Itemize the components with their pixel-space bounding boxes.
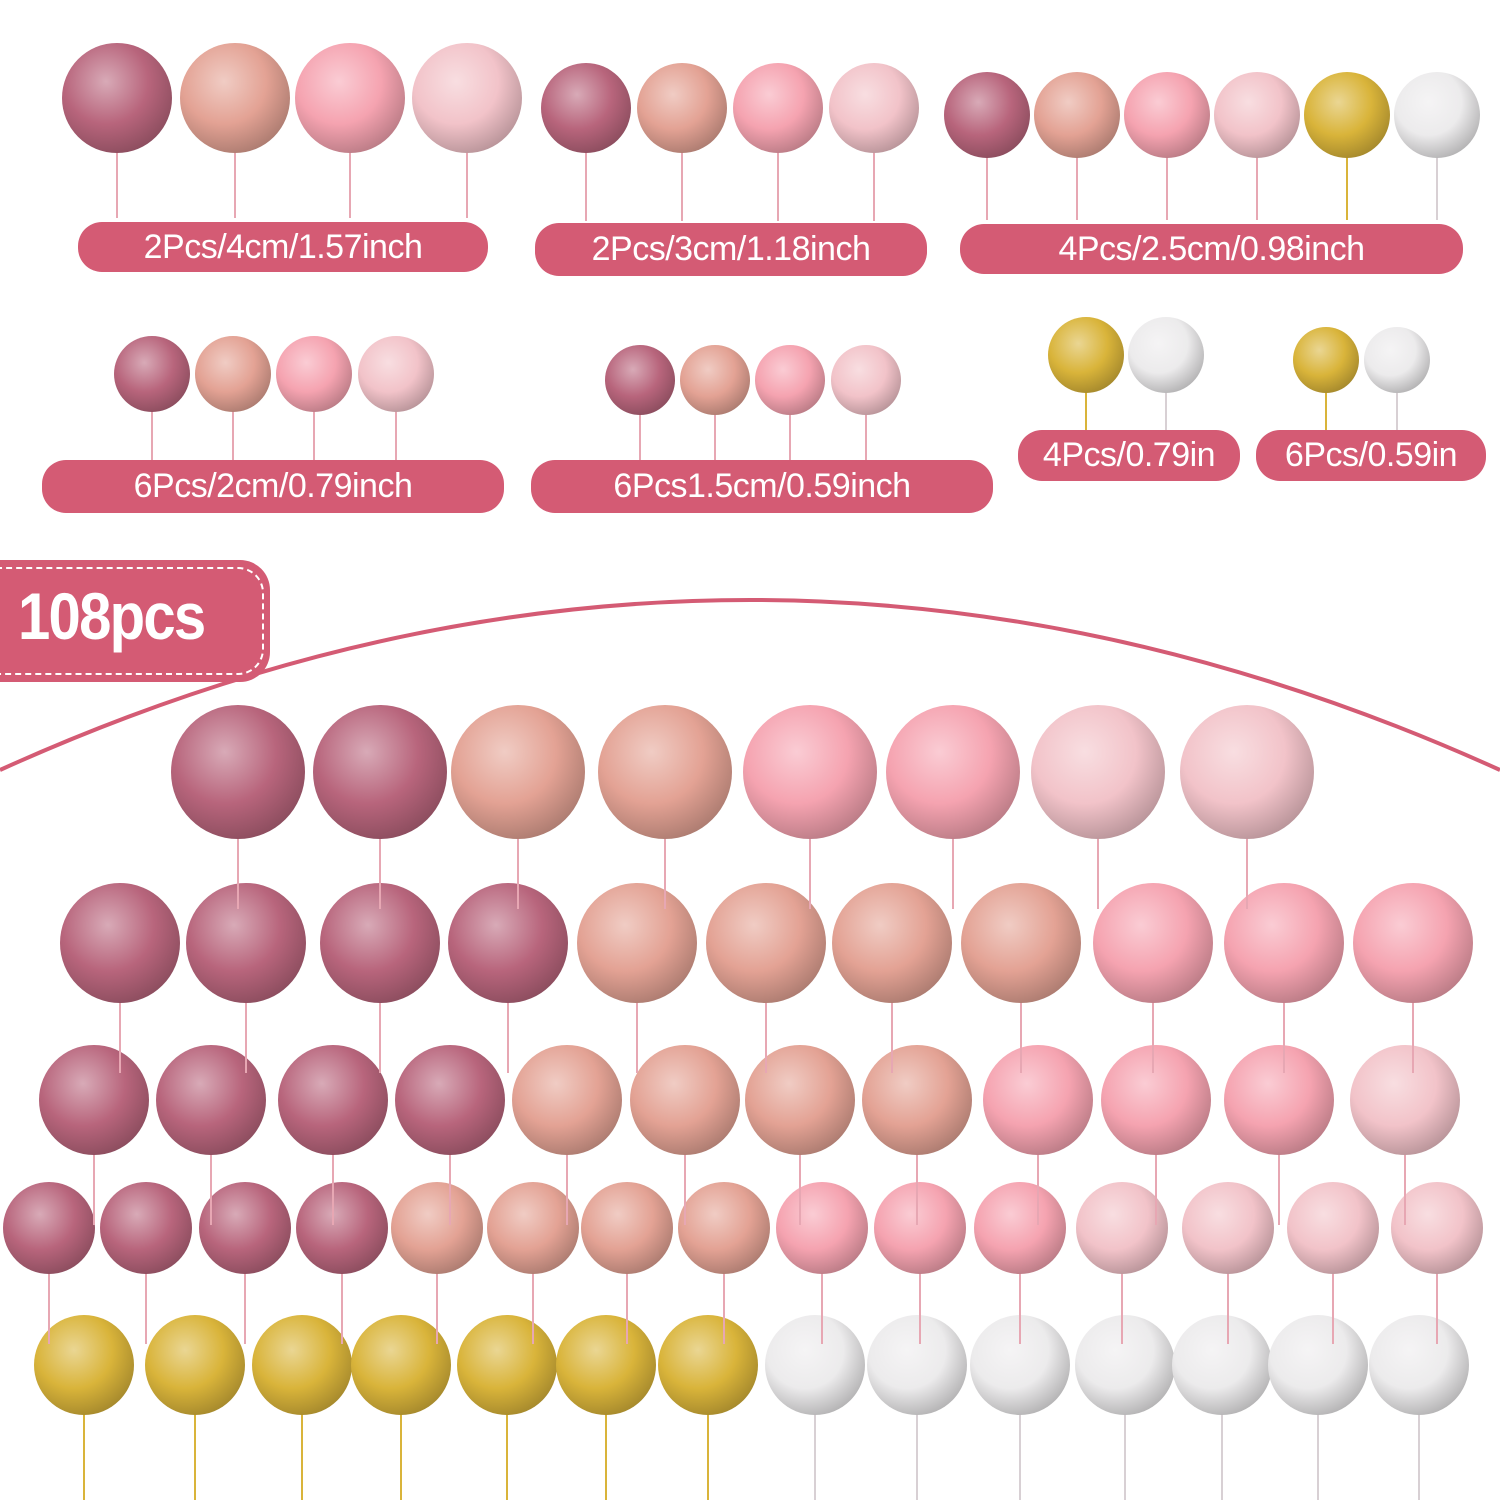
glitter-ball: [448, 883, 568, 1003]
glitter-ball: [199, 1182, 291, 1274]
matte-ball: [776, 1182, 868, 1274]
glitter-ball: [278, 1045, 388, 1155]
pearl-ball: [581, 1182, 673, 1274]
matte-ball: [886, 705, 1020, 839]
count-badge-text: 108pcs: [18, 579, 206, 653]
glitter-ball: [186, 883, 306, 1003]
silver-ball: [1369, 1315, 1469, 1415]
count-badge: 108pcs: [0, 560, 270, 682]
silver-ball: [765, 1315, 865, 1415]
gold-ball: [252, 1315, 352, 1415]
size-label-4: 6Pcs/2cm/0.79inch: [42, 460, 504, 513]
gold-ball: [1304, 72, 1390, 158]
light-ball: [829, 63, 919, 153]
pearl-ball: [637, 63, 727, 153]
matte-ball: [1093, 883, 1213, 1003]
silver-ball: [867, 1315, 967, 1415]
pearl-ball: [678, 1182, 770, 1274]
light-ball: [1391, 1182, 1483, 1274]
light-ball: [358, 336, 434, 412]
pearl-ball: [577, 883, 697, 1003]
pearl-ball: [1034, 72, 1120, 158]
glitter-ball: [541, 63, 631, 153]
size-label-2: 2Pcs/3cm/1.18inch: [535, 223, 927, 276]
glitter-ball: [100, 1182, 192, 1274]
pearl-ball: [706, 883, 826, 1003]
silver-ball: [1075, 1315, 1175, 1415]
light-ball: [1350, 1045, 1460, 1155]
size-label-7: 6Pcs/0.59in: [1256, 430, 1486, 481]
matte-ball: [974, 1182, 1066, 1274]
light-ball: [1182, 1182, 1274, 1274]
gold-ball: [457, 1315, 557, 1415]
pearl-ball: [680, 345, 750, 415]
gold-ball: [1293, 327, 1359, 393]
glitter-ball: [171, 705, 305, 839]
silver-ball: [1128, 317, 1204, 393]
silver-ball: [1394, 72, 1480, 158]
light-ball: [831, 345, 901, 415]
light-ball: [1031, 705, 1165, 839]
gold-ball: [351, 1315, 451, 1415]
light-ball: [412, 43, 522, 153]
gold-ball: [145, 1315, 245, 1415]
glitter-ball: [3, 1182, 95, 1274]
matte-ball: [1353, 883, 1473, 1003]
matte-ball: [733, 63, 823, 153]
size-label-3: 4Pcs/2.5cm/0.98inch: [960, 224, 1463, 274]
gold-ball: [34, 1315, 134, 1415]
glitter-ball: [320, 883, 440, 1003]
glitter-ball: [605, 345, 675, 415]
size-label-6: 4Pcs/0.79in: [1018, 430, 1240, 481]
gold-ball: [1048, 317, 1124, 393]
matte-ball: [1101, 1045, 1211, 1155]
glitter-ball: [114, 336, 190, 412]
pearl-ball: [487, 1182, 579, 1274]
gold-ball: [658, 1315, 758, 1415]
pearl-ball: [512, 1045, 622, 1155]
matte-ball: [755, 345, 825, 415]
pearl-ball: [832, 883, 952, 1003]
matte-ball: [276, 336, 352, 412]
pearl-ball: [391, 1182, 483, 1274]
pearl-ball: [961, 883, 1081, 1003]
light-ball: [1287, 1182, 1379, 1274]
glitter-ball: [944, 72, 1030, 158]
matte-ball: [1224, 1045, 1334, 1155]
gold-ball: [556, 1315, 656, 1415]
pearl-ball: [745, 1045, 855, 1155]
matte-ball: [874, 1182, 966, 1274]
light-ball: [1076, 1182, 1168, 1274]
decorative-arc: [0, 598, 1500, 772]
glitter-ball: [62, 43, 172, 153]
silver-ball: [1172, 1315, 1272, 1415]
pearl-ball: [862, 1045, 972, 1155]
silver-ball: [1364, 327, 1430, 393]
glitter-ball: [156, 1045, 266, 1155]
light-ball: [1214, 72, 1300, 158]
matte-ball: [983, 1045, 1093, 1155]
silver-ball: [1268, 1315, 1368, 1415]
size-label-5: 6Pcs1.5cm/0.59inch: [531, 460, 993, 513]
size-label-1: 2Pcs/4cm/1.57inch: [78, 222, 488, 272]
matte-ball: [743, 705, 877, 839]
pearl-ball: [630, 1045, 740, 1155]
matte-ball: [1224, 883, 1344, 1003]
pearl-ball: [451, 705, 585, 839]
glitter-ball: [395, 1045, 505, 1155]
glitter-ball: [39, 1045, 149, 1155]
matte-ball: [1124, 72, 1210, 158]
glitter-ball: [296, 1182, 388, 1274]
pearl-ball: [195, 336, 271, 412]
glitter-ball: [60, 883, 180, 1003]
matte-ball: [295, 43, 405, 153]
light-ball: [1180, 705, 1314, 839]
silver-ball: [970, 1315, 1070, 1415]
pearl-ball: [598, 705, 732, 839]
glitter-ball: [313, 705, 447, 839]
pearl-ball: [180, 43, 290, 153]
